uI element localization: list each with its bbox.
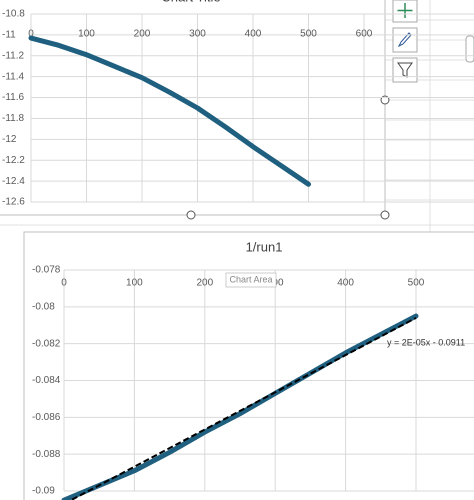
y-tick-label: -12.4	[2, 176, 25, 187]
y-tick-label: -11.6	[2, 92, 24, 103]
y-tick-label: -0.082	[32, 338, 61, 349]
x-tick-label: 0	[28, 29, 34, 40]
resize-handle[interactable]	[186, 210, 196, 220]
x-tick-label: 300	[189, 29, 206, 40]
y-tick-label: -0.084	[32, 375, 61, 386]
data-line	[28, 35, 311, 187]
y-tick-label: -0.08	[32, 301, 55, 312]
x-tick-label: 500	[408, 278, 425, 289]
y-tick-label: -11.4	[2, 71, 24, 82]
y-tick-label: -11.2	[2, 50, 24, 61]
y-tick-label: -0.088	[32, 449, 61, 460]
filter-button[interactable]	[392, 57, 418, 83]
x-tick-label: 400	[245, 29, 262, 40]
trendline	[69, 316, 417, 500]
x-tick-label: 200	[196, 278, 213, 289]
y-tick-label: -0.078	[32, 265, 61, 276]
y-tick-label: -11	[2, 30, 16, 41]
x-tick-label: 100	[78, 29, 95, 40]
x-tick-label: 200	[134, 29, 151, 40]
y-tick-label: -12.6	[2, 197, 25, 208]
x-tick-label: 0	[61, 278, 67, 289]
y-tick-label: -12.2	[2, 155, 25, 166]
x-tick-label: 400	[337, 278, 354, 289]
trendline-label: y = 2E-05x - 0.0911	[387, 337, 465, 347]
y-tick-label: -10.8	[2, 9, 25, 20]
chart-title: 1/run1	[246, 239, 283, 254]
y-tick-label: -0.09	[32, 486, 55, 497]
tooltip: Chart Area	[229, 274, 272, 284]
x-tick-label: 100	[126, 278, 143, 289]
x-tick-label: 500	[300, 29, 317, 40]
y-tick-label: -0.086	[32, 412, 61, 423]
y-tick-label: -11.8	[2, 113, 24, 124]
resize-handle[interactable]	[380, 210, 390, 220]
x-tick-label: 600	[356, 29, 373, 40]
chart-title: Chart Title	[161, 0, 220, 4]
scrollbar[interactable]	[465, 35, 474, 63]
chart-buttons	[392, 0, 418, 83]
tooltip-box	[225, 272, 277, 288]
chart-frame[interactable]	[23, 231, 474, 500]
data-line	[61, 313, 419, 500]
y-tick-label: -12	[2, 134, 17, 145]
